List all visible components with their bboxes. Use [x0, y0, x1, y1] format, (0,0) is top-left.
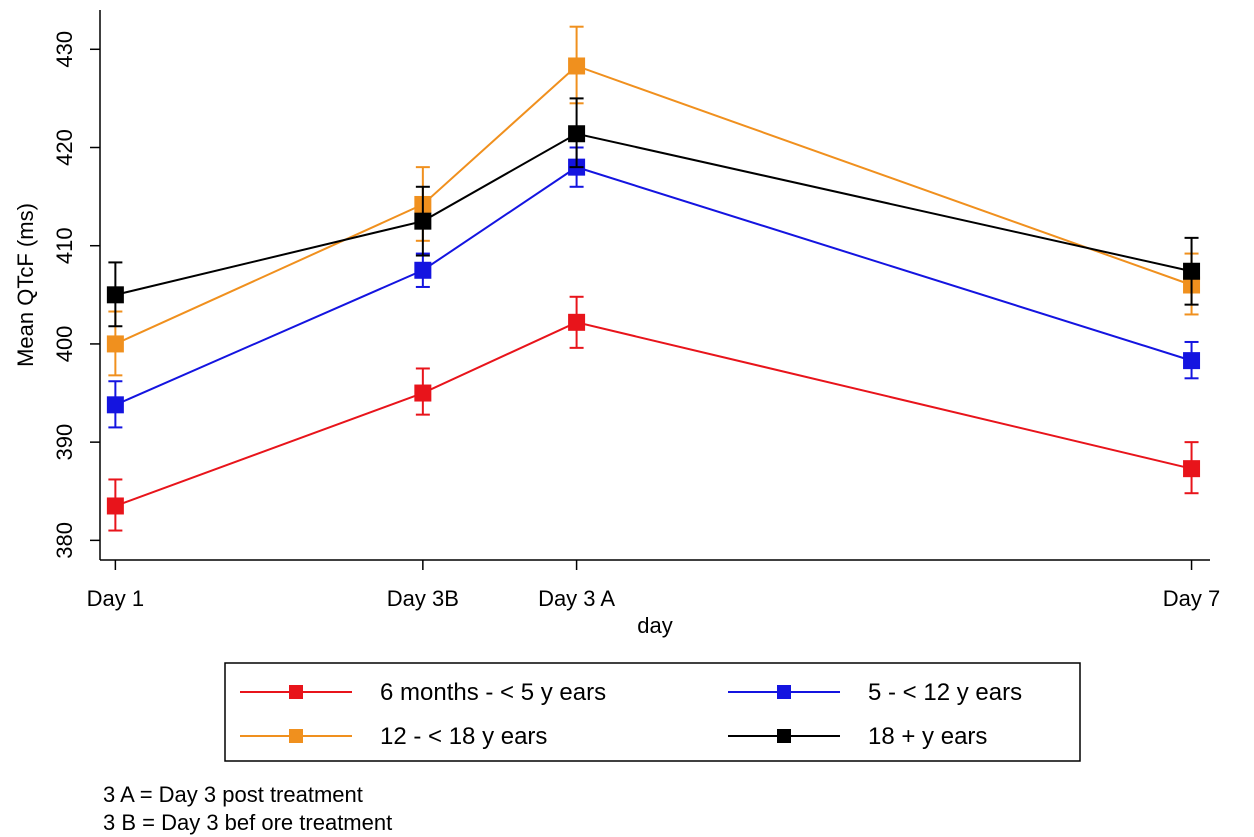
data-point — [106, 497, 124, 515]
legend-swatch-marker — [777, 729, 791, 743]
legend-label: 6 months - < 5 y ears — [380, 679, 606, 706]
data-point — [414, 212, 432, 230]
y-tick-label: 430 — [52, 31, 77, 68]
series-line — [114, 64, 1192, 345]
legend-box — [224, 662, 1081, 762]
notes: 3 A = Day 3 post treatment 3 B = Day 3 be… — [103, 782, 392, 835]
legend-item-2: 12 - < 18 y ears — [240, 723, 547, 750]
legend-item-1: 5 - < 12 y ears — [728, 679, 1022, 706]
x-tick-label: Day 3 A — [538, 586, 615, 611]
x-tick-label: Day 1 — [87, 586, 144, 611]
legend-item-3: 18 + y ears — [728, 723, 987, 750]
legend: 6 months - < 5 y ears 5 - < 12 y ears 12 -… — [224, 662, 1081, 762]
data-point — [1183, 460, 1201, 478]
data-point — [106, 335, 124, 353]
legend-item-0: 6 months - < 5 y ears — [240, 679, 606, 706]
series-0 — [106, 295, 1201, 532]
legend-label: 5 - < 12 y ears — [868, 679, 1022, 706]
note-3a: 3 A = Day 3 post treatment — [103, 782, 363, 807]
series-layer — [106, 25, 1201, 532]
series-line — [115, 132, 1192, 296]
data-point — [568, 125, 586, 143]
series-2 — [106, 25, 1201, 377]
series-line — [115, 321, 1192, 507]
y-tick-label: 390 — [52, 424, 77, 461]
x-axis-title: day — [637, 613, 672, 638]
axes: 380 390 400 410 420 430 Day 1 Day 3B Day 3 A Day … — [13, 10, 1220, 638]
x-tick-label: Day 3B — [387, 586, 459, 611]
data-point — [106, 396, 124, 414]
data-point — [568, 313, 586, 331]
data-point — [414, 261, 432, 279]
legend-swatch-marker — [777, 685, 791, 699]
legend-swatch-marker — [289, 729, 303, 743]
series-line — [114, 166, 1192, 406]
note-3b: 3 B = Day 3 bef ore treatment — [103, 810, 392, 835]
legend-swatch-marker — [289, 685, 303, 699]
legend-label: 18 + y ears — [868, 723, 987, 750]
y-tick-label: 400 — [52, 326, 77, 363]
data-point — [414, 384, 432, 402]
x-tick-label: Day 7 — [1163, 586, 1220, 611]
series-3 — [106, 97, 1201, 328]
data-point — [568, 57, 586, 75]
y-tick-label: 380 — [52, 522, 77, 559]
y-tick-label: 420 — [52, 129, 77, 166]
y-axis-title: Mean QTcF (ms) — [13, 203, 38, 367]
data-point — [106, 286, 124, 304]
legend-label: 12 - < 18 y ears — [380, 723, 547, 750]
series-1 — [106, 146, 1201, 429]
y-tick-label: 410 — [52, 227, 77, 264]
data-point — [1183, 262, 1201, 280]
data-point — [1183, 352, 1201, 370]
